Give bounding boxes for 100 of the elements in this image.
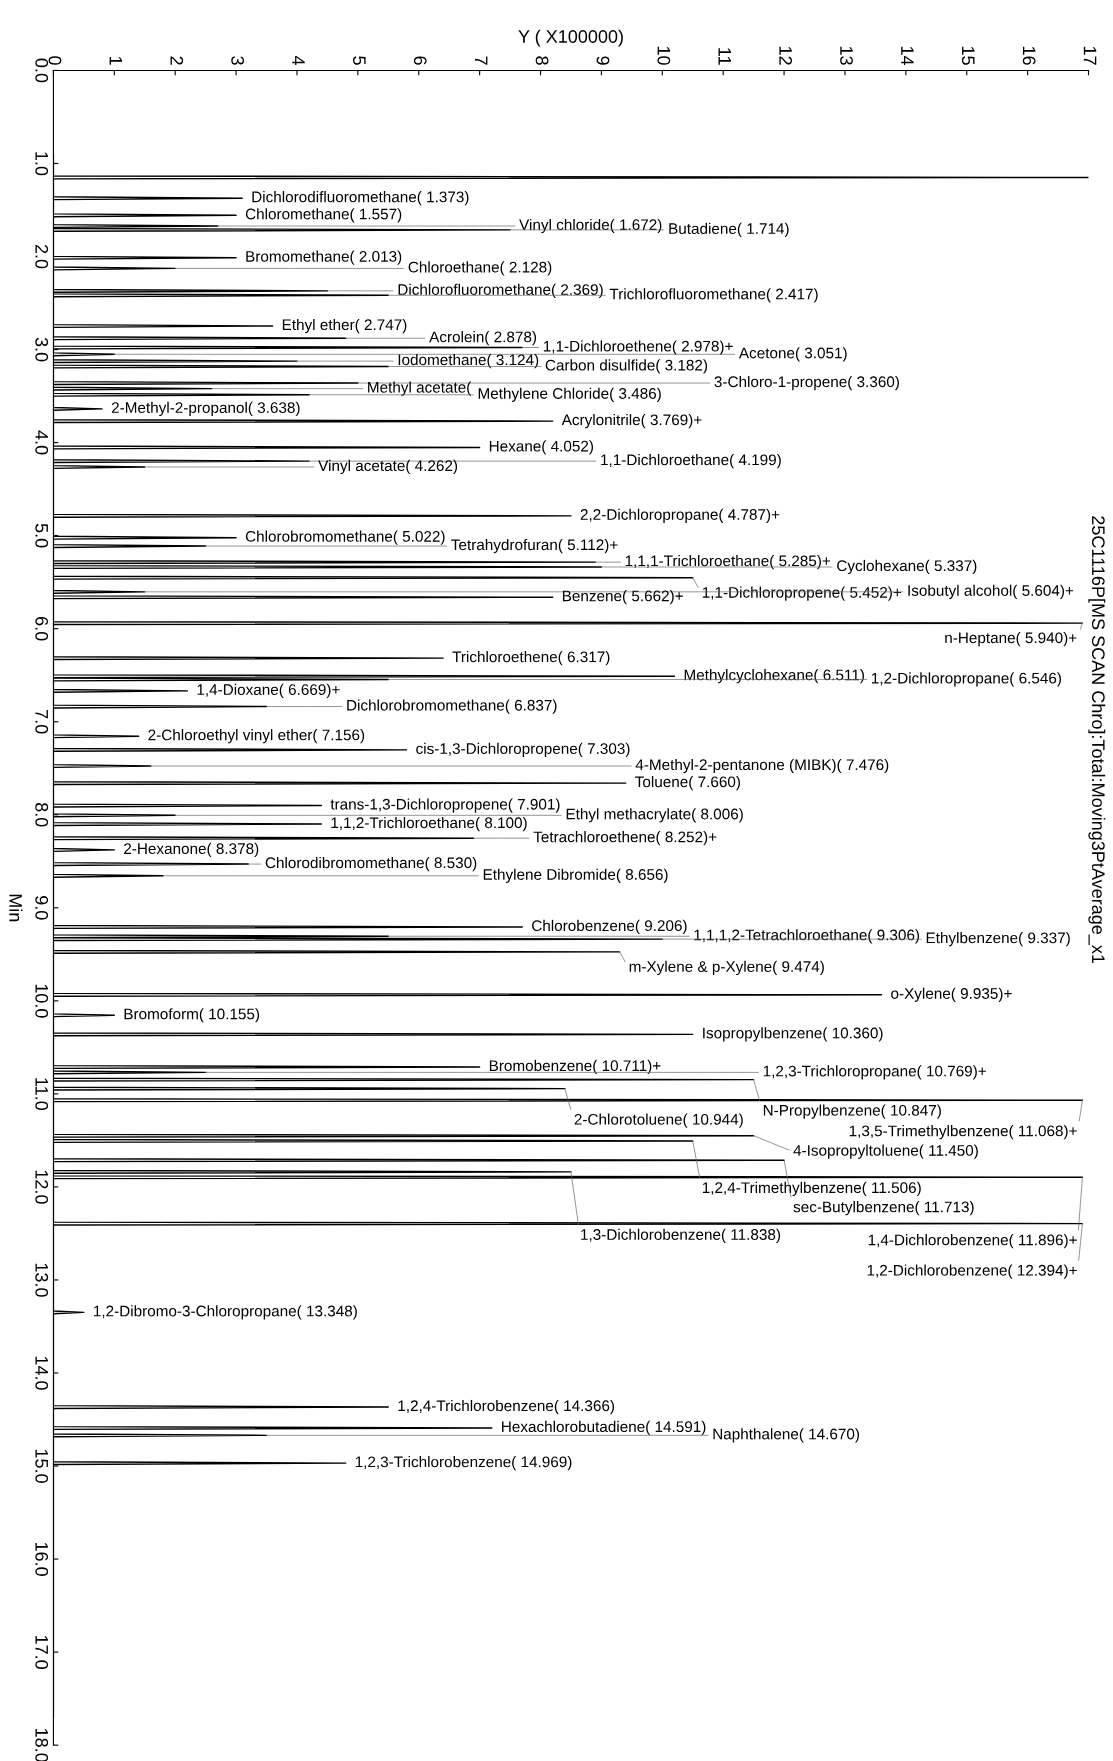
annotation: trans-1,3-Dichloropropene( 7.901) [330,798,560,813]
annotation: Chlorodibromomethane( 8.530) [265,856,477,872]
x-tick-label: 0 [48,56,62,65]
annotation: 1,2-Dichloropropane( 6.546) [872,672,1061,687]
annotation: Bromobenzene( 10.711)+ [489,1059,661,1075]
annotation: 2-Chlorotoluene( 10.944) [574,1113,743,1128]
annotation: Naphthalene( 14.670) [713,1428,860,1443]
annotation: Tetrachloroethene( 8.252)+ [533,831,717,846]
annotation: Cyclohexane( 5.337) [837,559,977,575]
annotation: Hexane( 4.052) [489,440,593,455]
annotation: Butadiene( 1.714) [669,222,789,238]
y-tick-label: 10.0 [35,984,49,1018]
annotation: 1,2,4-Trimethylbenzene( 11.506) [702,1181,921,1197]
y-tick-label: 13.0 [35,1263,49,1297]
y-axis-title: Min [9,894,23,922]
annotation: Bromomethane( 2.013) [246,250,402,265]
annotation: 1,4-Dichlorobenzene( 11.896)+ [868,1234,1077,1249]
annotation: 2-Chloroethyl vinyl ether( 7.156) [148,729,365,744]
annotation: Toluene( 7.660) [635,776,740,791]
y-tick-label: 16.0 [35,1542,49,1576]
x-tick-label: 3 [231,56,245,65]
x-tick-label: 14 [901,46,914,66]
annotation: Acrylonitrile( 3.769)+ [561,413,702,429]
x-tick-label: 1 [109,56,123,65]
annotation: Ethyl methacrylate( 8.006) [566,808,743,823]
y-tick-label: 9.0 [35,896,49,920]
y-tick-label: 7.0 [35,710,49,734]
annotation: 4-Isopropyltoluene( 11.450) [793,1144,978,1159]
annotation: 1,2,4-Trichlorobenzene( 14.366) [398,1399,615,1415]
annotation: m-Xylene & p-Xylene( 9.474) [629,960,824,976]
annotation: Tetrahydrofuran( 5.112)+ [451,538,618,554]
annotation: Methyl acetate( [368,381,472,396]
annotation: Hexachlorobutadiene( 14.591) [502,1420,706,1436]
y-tick-label: 0.0 [35,58,49,83]
annotation: 1,1,1-Trichloroethane( 5.285)+ [625,555,831,570]
annotation: Ethylene Dibromide( 8.656) [483,868,668,883]
annotation: 4-Methyl-2-pentanone (MIBK)( 7.476) [635,758,889,774]
annotation: Ethyl ether( 2.747) [282,318,407,334]
annotation: 1,3,5-Trimethylbenzene( 11.068)+ [849,1125,1077,1140]
y-tick-label: 11.0 [35,1078,49,1111]
x-axis-title: Y ( X100000) [518,29,623,47]
x-tick-label: 8 [535,56,549,65]
annotation: Vinyl acetate( 4.262) [318,459,458,475]
annotation: Ethylbenzene( 9.337) [926,932,1070,947]
annotation: Trichlorofluoromethane( 2.417) [609,288,818,303]
annotation: Dichlorobromomethane( 6.837) [347,699,557,714]
y-tick-label: 14.0 [35,1356,49,1390]
annotation: Chlorobenzene( 9.206) [532,919,687,935]
annotation: 1,4-Dioxane( 6.669)+ [197,683,340,699]
annotation: 1,2-Dibromo-3-Chloropropane( 13.348) [94,1305,357,1320]
annotation: 1,3-Dichlorobenzene( 11.838) [581,1228,781,1243]
x-tick-label: 12 [779,46,793,65]
x-tick-label: 7 [474,56,488,65]
x-tick-label: 2 [170,56,184,65]
annotation: 2,2-Dichloropropane( 4.787)+ [580,508,780,523]
x-tick-label: 17 [1083,46,1097,65]
annotation: cis-1,3-Dichloropropene( 7.303) [416,742,630,758]
annotation: 1,1-Dichloroethane( 4.199) [601,453,781,469]
x-tick-label: 5 [353,56,366,65]
annotation: Vinyl chloride( 1.672) [519,218,662,234]
annotation: Benzene( 5.662)+ [562,590,683,605]
y-tick-label: 5.0 [35,523,49,548]
annotation: Trichloroethene( 6.317) [452,651,610,666]
annotation: Dichlorodifluoromethane( 1.373) [252,191,469,206]
annotation: 1,1-Dichloroethene( 2.978)+ [543,340,733,355]
annotation: Chloromethane( 1.557) [245,208,402,223]
y-tick-label: 15.0 [35,1449,49,1483]
annotation: Chlorobromomethane( 5.022) [245,530,445,545]
annotation: 1,1-Dichloropropene( 5.452)+ [702,586,901,601]
annotation: N-Propylbenzene( 10.847) [763,1104,941,1119]
annotation: 1,1,2-Trichloroethane( 8.100) [331,816,527,832]
annotation: Iodomethane( 3.124) [398,353,539,369]
x-tick-label: 13 [840,46,853,65]
annotation: 1,1,1,2-Tetrachloroethane( 9.306) [694,929,920,944]
annotation: 25C1116P[MS SCAN Chro]:Total:Moving3PtAverage_x1 [1088,516,1106,964]
y-tick-label: 1.0 [35,152,49,176]
y-tick-label: 6.0 [35,617,49,641]
x-tick-label: 15 [961,46,975,65]
annotation: Isobutyl alcohol( 5.604)+ [908,584,1074,599]
annotation: n-Heptane( 5.940)+ [945,631,1077,647]
annotation: 1,2,3-Trichlorobenzene( 14.969) [355,1456,572,1471]
x-tick-label: 11 [718,48,731,65]
annotation: Acrolein( 2.878) [429,331,537,346]
y-tick-label: 17.0 [35,1635,49,1669]
annotation: Isopropylbenzene( 10.360) [703,1027,883,1042]
y-tick-label: 3.0 [35,337,49,362]
y-tick-label: 4.0 [35,430,49,455]
x-tick-label: 4 [292,55,305,66]
annotation: 2-Methyl-2-propanol( 3.638) [111,401,300,417]
y-tick-label: 12.0 [35,1170,49,1204]
x-tick-label: 10 [657,46,671,65]
annotation: Chloroethane( 2.128) [408,261,552,276]
annotation: Dichlorofluoromethane( 2.369) [398,283,603,298]
annotation: 1,2-Dichlorobenzene( 12.394)+ [867,1264,1077,1279]
annotation: Methylcyclohexane( 6.511) [684,669,864,684]
annotation: 3-Chloro-1-propene( 3.360) [714,375,899,391]
annotation: Methylene Chloride( 3.486) [478,387,661,402]
x-tick-label: 16 [1022,46,1036,65]
annotation: Bromoform( 10.155) [124,1008,260,1023]
y-tick-label: 8.0 [35,802,49,827]
